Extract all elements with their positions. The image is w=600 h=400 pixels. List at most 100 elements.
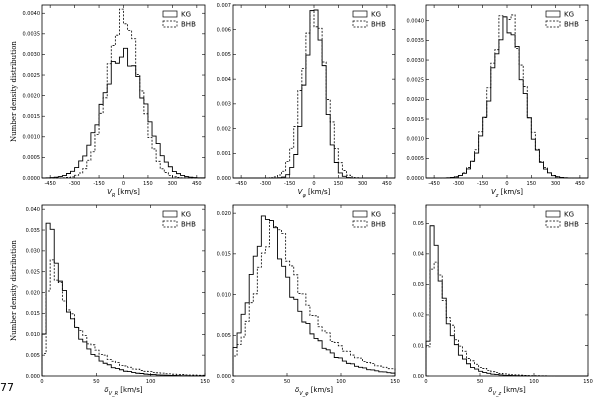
histogram-series-kg	[232, 215, 396, 376]
x-tick-label: 100	[146, 379, 156, 385]
legend-label-kg: KG	[181, 211, 191, 219]
y-tick-label: 0.0040	[407, 19, 425, 25]
histogram-series-kg	[233, 9, 395, 179]
x-tick-label: 150	[334, 181, 344, 187]
y-tick-label: 0.006	[217, 28, 231, 34]
legend-label-bhb: BHB	[371, 21, 386, 29]
x-tick-label: -300	[453, 181, 464, 187]
x-tick-label: 300	[358, 181, 368, 187]
y-tick-label: 0.015	[217, 252, 231, 258]
histogram-panel-5: 0 50 100 150 0.000 0.005 0.010 0.015 0.020 KG BHB δ…	[217, 204, 400, 397]
x-tick-label: 100	[529, 379, 539, 385]
y-tick-label: 0.0005	[23, 155, 41, 161]
histogram-panel-4: 0 50 100 150 0.000 0.005 0.010 0.015 0.020 0.025 0…	[10, 204, 210, 397]
x-axis-label: δV_z [km/s]	[488, 386, 526, 397]
y-tick-label: 0.005	[26, 353, 40, 359]
histogram-series-bhb	[425, 261, 589, 377]
x-tick-label: 50	[93, 379, 99, 385]
y-tick-label: 0.0015	[407, 117, 425, 123]
y-tick-label: 0.0010	[407, 136, 425, 142]
x-tick-label: 0	[40, 379, 43, 385]
y-tick-label: 0.0020	[407, 97, 425, 103]
x-tick-label: -300	[260, 181, 271, 187]
y-tick-label: 0.02	[413, 313, 424, 319]
y-tick-label: 0.007	[217, 3, 231, 9]
histogram-panel-2: -450 -300 -150 0 150 300 450 0.000 0.001 0.002 0.0…	[217, 3, 396, 199]
legend-label-bhb: BHB	[371, 221, 386, 229]
x-tick-label: 0	[312, 181, 315, 187]
legend-swatch-bhb	[545, 20, 561, 28]
y-tick-label: 0.0025	[407, 78, 425, 84]
legend-swatch-bhb	[545, 220, 561, 228]
legend-swatch-kg	[162, 10, 178, 18]
plot-frame	[41, 4, 206, 179]
y-tick-label: 0.0015	[23, 114, 41, 120]
x-tick-label: 300	[551, 181, 561, 187]
x-tick-label: 0	[505, 181, 508, 187]
legend-swatch-bhb	[162, 20, 178, 28]
x-tick-label: 100	[336, 379, 346, 385]
legend-swatch-kg	[162, 210, 178, 218]
legend-label-bhb: BHB	[181, 221, 196, 229]
x-tick-label: 50	[477, 379, 483, 385]
y-tick-label: 0.015	[26, 311, 40, 317]
legend-swatch-kg	[545, 210, 561, 218]
x-tick-label: -150	[477, 181, 488, 187]
y-tick-label: 0.0000	[407, 176, 425, 182]
x-tick-label: -150	[93, 181, 104, 187]
legend-swatch-bhb	[352, 20, 368, 28]
x-axis-label: Vz [km/s]	[491, 188, 523, 199]
y-tick-label: 0.000	[217, 176, 231, 182]
histogram-panel-6: 0 50 100 150 0.00 0.01 0.02 0.03 0.04 0.05 KG BHB δV…	[413, 204, 593, 397]
x-axis-label: Vφ [km/s]	[298, 188, 331, 199]
y-tick-label: 0.002	[217, 126, 231, 132]
x-axis-label: δV_R [km/s]	[104, 386, 143, 397]
y-tick-label: 0.0030	[23, 52, 41, 58]
plot-frame	[425, 204, 589, 377]
x-tick-label: 150	[527, 181, 537, 187]
x-tick-label: 0	[231, 379, 234, 385]
x-tick-label: -450	[44, 181, 55, 187]
histogram-panel-1: -450 -300 -150 0 150 300 450 0.0000 0.0005 0.0010…	[10, 4, 206, 199]
x-tick-label: 150	[583, 379, 593, 385]
legend-swatch-kg	[545, 10, 561, 18]
x-tick-label: -150	[284, 181, 295, 187]
histogram-series-bhb	[233, 10, 395, 179]
histogram-series-kg	[41, 222, 206, 377]
y-tick-label: 0.0020	[23, 93, 41, 99]
x-tick-label: 150	[143, 181, 153, 187]
x-tick-label: -300	[69, 181, 80, 187]
histogram-series-kg	[425, 225, 588, 377]
x-tick-label: 450	[575, 181, 585, 187]
plot-frame	[232, 204, 396, 377]
y-tick-label: 0.05	[413, 221, 424, 227]
y-tick-label: 0.040	[26, 207, 40, 213]
y-tick-label: 0.005	[217, 52, 231, 58]
x-tick-label: 0	[122, 181, 125, 187]
x-tick-label: 300	[168, 181, 178, 187]
page-number: 77	[0, 381, 14, 394]
x-tick-label: -450	[235, 181, 246, 187]
y-tick-label: 0.0010	[23, 135, 41, 141]
y-tick-label: 0.004	[217, 77, 231, 83]
plot-frame	[232, 4, 396, 179]
x-tick-label: 150	[200, 379, 210, 385]
plot-frame	[41, 204, 206, 377]
legend-label-kg: KG	[181, 11, 191, 19]
y-tick-label: 0.003	[217, 102, 231, 108]
y-tick-label: 0.000	[217, 374, 231, 380]
legend-swatch-bhb	[162, 220, 178, 228]
y-tick-label: 0.0035	[407, 38, 425, 44]
y-tick-label: 0.01	[413, 343, 424, 349]
y-tick-label: 0.030	[26, 249, 40, 255]
y-tick-label: 0.035	[26, 228, 40, 234]
y-tick-label: 0.005	[217, 333, 231, 339]
x-tick-label: 450	[192, 181, 202, 187]
x-axis-label: δV_φ [km/s]	[295, 386, 333, 397]
x-tick-label: 450	[382, 181, 392, 187]
legend-label-bhb: BHB	[564, 221, 579, 229]
x-tick-label: -450	[428, 181, 439, 187]
legend-label-bhb: BHB	[181, 21, 196, 29]
legend-label-kg: KG	[564, 211, 574, 219]
legend-swatch-kg	[352, 210, 368, 218]
